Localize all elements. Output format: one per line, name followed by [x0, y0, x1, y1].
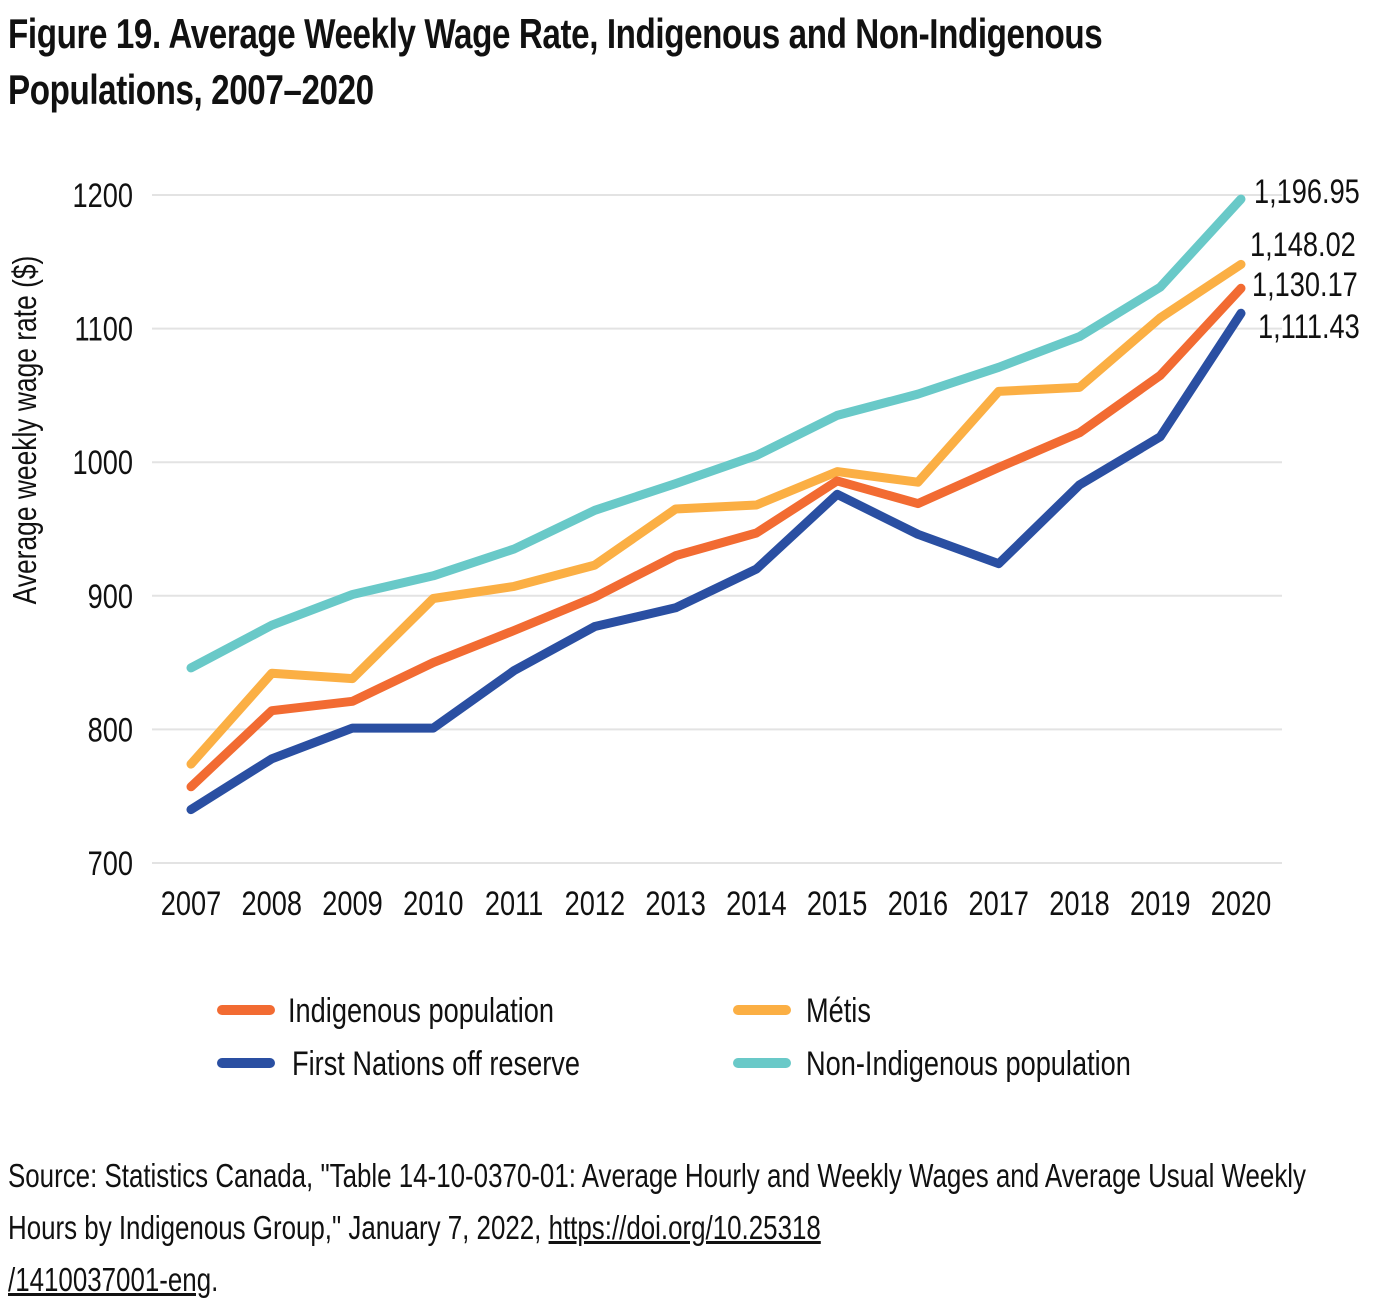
x-axis-ticks: 2007 2008 2009 2010 2011 2012 2013 2014 2015 2016…	[161, 884, 1271, 923]
x-tick-label: 2016	[888, 884, 948, 923]
legend-label: Indigenous population	[288, 991, 554, 1030]
y-tick-label: 1100	[75, 310, 133, 349]
x-tick-label: 2007	[161, 884, 221, 923]
x-tick-label: 2015	[807, 884, 867, 923]
source-suffix: .	[211, 1261, 218, 1298]
legend-label: Métis	[806, 991, 871, 1030]
x-tick-label: 2018	[1049, 884, 1109, 923]
y-axis-ticks: 700 800 900 1000 1100 1200	[73, 176, 133, 883]
x-tick-label: 2014	[726, 884, 786, 923]
y-tick-label: 900	[88, 577, 133, 616]
y-tick-label: 800	[88, 710, 133, 749]
source-note: Source: Statistics Canada, "Table 14-10-…	[8, 1150, 1343, 1306]
x-tick-label: 2019	[1130, 884, 1190, 923]
y-tick-label: 1000	[73, 443, 133, 482]
gridlines	[152, 195, 1282, 863]
end-label: 1,148.02	[1250, 225, 1356, 264]
legend-item-m-tis: Métis	[738, 991, 871, 1030]
y-tick-label: 1200	[73, 176, 133, 215]
x-tick-label: 2017	[968, 884, 1028, 923]
series-lines	[191, 199, 1241, 810]
legend-item-first-nations-off-reserve: First Nations off reserve	[222, 1044, 580, 1083]
legend-label: First Nations off reserve	[292, 1044, 580, 1083]
y-tick-label: 700	[88, 844, 133, 883]
x-tick-label: 2012	[565, 884, 625, 923]
end-label: 1,196.95	[1254, 172, 1360, 211]
x-tick-label: 2013	[645, 884, 705, 923]
x-tick-label: 2010	[403, 884, 463, 923]
legend-label: Non-Indigenous population	[806, 1044, 1131, 1083]
x-tick-label: 2020	[1211, 884, 1271, 923]
source-link-part-1[interactable]: https://doi.org/10.25318	[549, 1209, 821, 1246]
series-indigenous-population	[191, 288, 1241, 787]
x-tick-label: 2009	[322, 884, 382, 923]
end-label: 1,111.43	[1258, 307, 1360, 346]
legend-item-indigenous-population: Indigenous population	[222, 991, 554, 1030]
end-value-labels: 1,130.171,148.02 1,111.43 1,196.95	[1250, 172, 1360, 346]
x-tick-label: 2011	[485, 884, 543, 923]
y-axis-label: Average weekly wage rate ($)	[7, 256, 43, 605]
end-label: 1,130.17	[1252, 265, 1358, 304]
legend-item-non-indigenous-population: Non-Indigenous population	[738, 1044, 1131, 1083]
x-tick-label: 2008	[242, 884, 302, 923]
series-line-indigenous-population	[191, 288, 1241, 787]
source-link-part-2[interactable]: /1410037001-eng	[8, 1261, 211, 1298]
legend: Indigenous population Métis First Nations …	[222, 991, 1131, 1083]
